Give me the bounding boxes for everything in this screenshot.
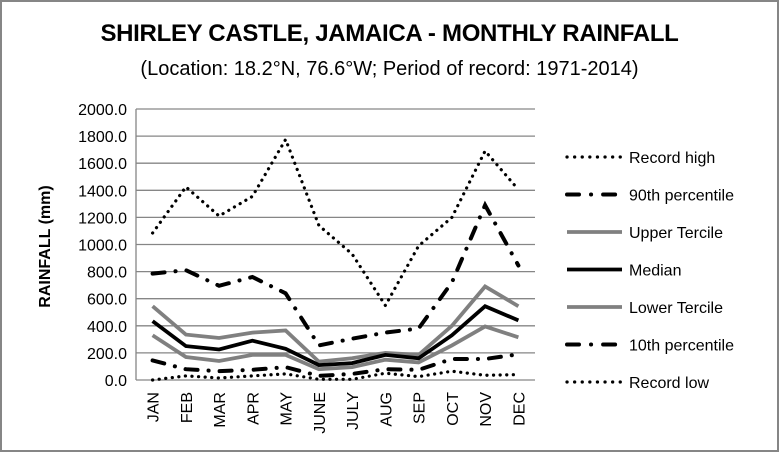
chart-title: SHIRLEY CASTLE, JAMAICA - MONTHLY RAINFA… xyxy=(100,20,679,47)
x-tick-labels: JAN FEB MAR APR MAY JUNE JULY AUG SEP OCT NOV DEC xyxy=(146,392,529,434)
chart-subtitle: (Location: 18.2°N, 76.6°W; Period of rec… xyxy=(140,58,639,80)
series-line-90th-percentile xyxy=(150,200,521,348)
legend-item: Record high xyxy=(565,150,715,167)
x-tick-label: FEB xyxy=(179,392,196,423)
y-axis-label: RAINFALL (mm) xyxy=(37,185,54,307)
x-tick-label: DEC xyxy=(511,392,528,426)
y-tick-label: 1600.0 xyxy=(78,156,127,173)
legend-item: 90th percentile xyxy=(565,188,734,205)
y-tick-label: 2000.0 xyxy=(78,102,127,119)
series-line-upper-tercile xyxy=(151,284,520,364)
x-tick-label: NOV xyxy=(478,392,495,427)
series-line-record-high xyxy=(151,135,521,309)
legend: Record high 90th percentile Upper Tercile M… xyxy=(565,150,734,392)
x-tick-label: APR xyxy=(245,392,262,425)
series-line-median xyxy=(151,303,520,368)
legend-item: Median xyxy=(567,263,681,280)
legend-label: Record high xyxy=(629,150,715,167)
y-tick-label: 1400.0 xyxy=(78,183,127,200)
x-tick-label: AUG xyxy=(378,392,395,427)
legend-label: Lower Tercile xyxy=(629,300,723,317)
x-tick-label: SEP xyxy=(412,392,429,424)
legend-label: Median xyxy=(629,263,681,280)
y-tick-label: 400.0 xyxy=(87,319,127,336)
x-tick-label: MAR xyxy=(212,392,229,428)
legend-item: Upper Tercile xyxy=(567,225,723,242)
legend-label: 10th percentile xyxy=(629,338,734,355)
legend-label: Record low xyxy=(629,375,709,392)
x-tick-label: JULY xyxy=(345,392,362,430)
y-tick-label: 200.0 xyxy=(87,346,127,363)
y-tick-label: 1800.0 xyxy=(78,129,127,146)
x-tick-label: JUNE xyxy=(312,392,329,434)
x-tick-label: MAY xyxy=(279,392,296,426)
gridlines xyxy=(135,108,535,381)
x-tick-label: OCT xyxy=(445,392,462,426)
y-tick-label: 1200.0 xyxy=(78,210,127,227)
y-tick-label: 600.0 xyxy=(87,292,127,309)
legend-label: 90th percentile xyxy=(629,188,734,205)
legend-item: 10th percentile xyxy=(565,338,734,355)
legend-item: Lower Tercile xyxy=(567,300,723,317)
legend-label: Upper Tercile xyxy=(629,225,723,242)
series-line-lower-tercile xyxy=(151,324,519,372)
legend-item: Record low xyxy=(565,375,709,392)
series-line-record-low xyxy=(151,369,521,382)
series-line-10th-percentile xyxy=(150,352,521,378)
series-lines xyxy=(150,135,521,382)
y-tick-label: 0.0 xyxy=(105,373,127,390)
x-tick-label: JAN xyxy=(146,392,163,422)
y-tick-label: 800.0 xyxy=(87,265,127,282)
y-tick-labels: 0.0 200.0 400.0 600.0 800.0 1000.0 1200.0 1400.… xyxy=(78,102,127,390)
y-tick-label: 1000.0 xyxy=(78,238,127,255)
